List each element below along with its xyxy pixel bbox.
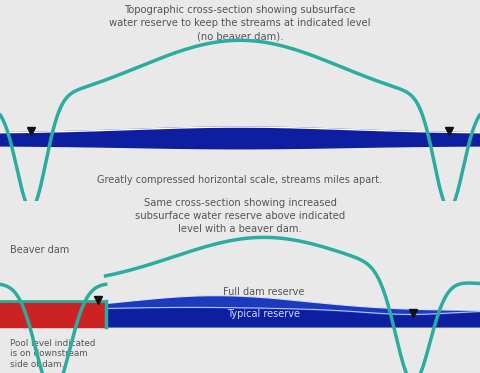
Text: Greatly compressed horizontal scale, streams miles apart.: Greatly compressed horizontal scale, str…: [97, 175, 383, 185]
Text: Pool level indicated
is on downstream
side of dam.: Pool level indicated is on downstream si…: [10, 339, 95, 369]
Text: Topographic cross-section showing subsurface
water reserve to keep the streams a: Topographic cross-section showing subsur…: [109, 4, 371, 41]
Text: Beaver dam: Beaver dam: [10, 245, 69, 255]
Text: Typical reserve: Typical reserve: [228, 309, 300, 319]
Text: Full dam reserve: Full dam reserve: [223, 287, 305, 297]
Text: Same cross-section showing increased
subsurface water reserve above indicated
le: Same cross-section showing increased sub…: [135, 198, 345, 234]
